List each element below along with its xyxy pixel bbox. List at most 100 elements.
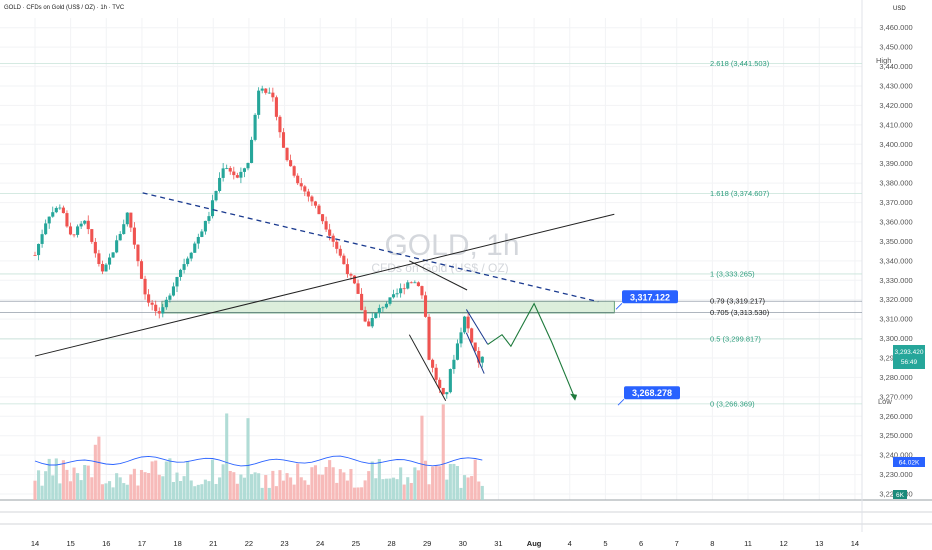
low-label: Low [878, 397, 892, 406]
date-tick-label: 6 [639, 539, 643, 548]
volume-bar [111, 487, 115, 500]
volume-bar [345, 480, 349, 500]
volume-bar [452, 463, 456, 500]
price-tick-label: 3,390.000 [879, 159, 912, 168]
volume-bar [143, 472, 147, 500]
candle-body [473, 342, 477, 351]
candle-body [470, 328, 474, 343]
time-axis[interactable]: 14 15 16 17 18 21 22 23 24 25 28 29 30 31 Aug 4 5 6 7 8 11 12… [31, 539, 859, 548]
price-tick-label: 3,410.000 [879, 120, 912, 129]
candle-body [44, 223, 48, 235]
date-tick-label: 21 [209, 539, 217, 548]
candle-body [139, 261, 144, 279]
price-tick-label: 3,340.000 [879, 256, 912, 265]
volume-bar [72, 467, 76, 500]
price-tick-label: 3,420.000 [879, 101, 912, 110]
candle-body [232, 171, 236, 176]
candle-body [51, 212, 55, 217]
volume-bar [413, 467, 417, 500]
volume-bar [374, 478, 378, 500]
candle-body [218, 177, 222, 191]
candle-body [463, 316, 467, 333]
watermark-symbol: GOLD, 1h [384, 229, 519, 262]
volume-bar [157, 474, 161, 500]
volume-bar [310, 467, 314, 500]
candle-body [37, 243, 41, 256]
candle-body [228, 168, 232, 172]
price-callout-label: 3,268.278 [632, 388, 672, 398]
price-callout-label: 3,317.122 [630, 292, 670, 302]
candle-body [310, 196, 314, 202]
candle-body [61, 207, 65, 214]
volume-bar [463, 475, 467, 500]
price-tick-label: 3,230.000 [879, 470, 912, 479]
volume-bar [125, 484, 129, 500]
candle-body [434, 367, 438, 380]
candle-body [253, 114, 257, 140]
candle-body [47, 216, 51, 224]
volume-bar [83, 465, 87, 500]
candle-body [459, 332, 463, 344]
volume-bar [360, 487, 364, 500]
volume-bar [182, 476, 186, 500]
volume-tag: 64.02K [899, 460, 920, 467]
candle-body [392, 294, 396, 298]
candle-body [200, 231, 204, 237]
candle-body [250, 139, 254, 163]
volume-bar [470, 476, 474, 500]
volume-bar [235, 483, 239, 500]
candle-body [118, 233, 122, 241]
volume-bar [274, 486, 278, 500]
volume-bar [179, 481, 183, 500]
candle-body [264, 88, 268, 93]
candle-body [97, 253, 101, 264]
candle-body [267, 92, 271, 94]
fib-level-label: 1 (3,333.265) [710, 269, 755, 278]
date-tick-label: 5 [603, 539, 607, 548]
fib-level-label: 0 (3,266.369) [710, 399, 755, 408]
volume-bar [118, 477, 122, 500]
fib-level-label: 2.618 (3,441.503) [710, 59, 770, 68]
candle-body [271, 92, 275, 98]
price-callout-pointer [615, 302, 623, 310]
volume-bar [33, 480, 37, 500]
price-tick-label: 3,370.000 [879, 198, 912, 207]
price-tick-label: 3,400.000 [879, 140, 912, 149]
candle-body [281, 132, 286, 148]
date-tick-label: Aug [527, 539, 542, 548]
fib-level-label: 1.618 (3,374.607) [710, 189, 770, 198]
price-tick-label: 3,430.000 [879, 82, 912, 91]
volume-bar [264, 475, 268, 500]
candle-body [108, 257, 112, 265]
candle-body [86, 220, 90, 230]
candle-body [466, 316, 470, 329]
candle-body [83, 220, 87, 224]
volume-bar [214, 483, 218, 500]
volume-bar [200, 484, 204, 500]
last-price-tag: 3,293.420 [895, 349, 924, 356]
date-tick-label: 14 [851, 539, 859, 548]
date-tick-label: 7 [675, 539, 679, 548]
price-tick-label: 3,360.000 [879, 218, 912, 227]
volume-bar [61, 460, 65, 500]
price-tick-label: 3,330.000 [879, 276, 912, 285]
volume-bar [349, 468, 353, 500]
volume-bar [473, 459, 477, 500]
volume-bar [331, 467, 335, 500]
candle-body [402, 288, 406, 290]
candle-body [356, 283, 360, 294]
candle-body [207, 216, 211, 221]
watermark-name: CFDs on Gold (US$ / OZ) [371, 261, 508, 275]
volume-bar [68, 481, 73, 500]
volume-tag-box [893, 457, 925, 467]
wedge-lower-line [408, 334, 447, 401]
volume-bar [477, 481, 481, 500]
volume-bar [100, 484, 104, 500]
candle-body [313, 201, 317, 206]
volume-bar [278, 470, 282, 500]
candle-body [388, 297, 392, 304]
volume-bar [317, 474, 321, 500]
volume-bar [285, 473, 289, 500]
volume-bar [90, 477, 94, 500]
